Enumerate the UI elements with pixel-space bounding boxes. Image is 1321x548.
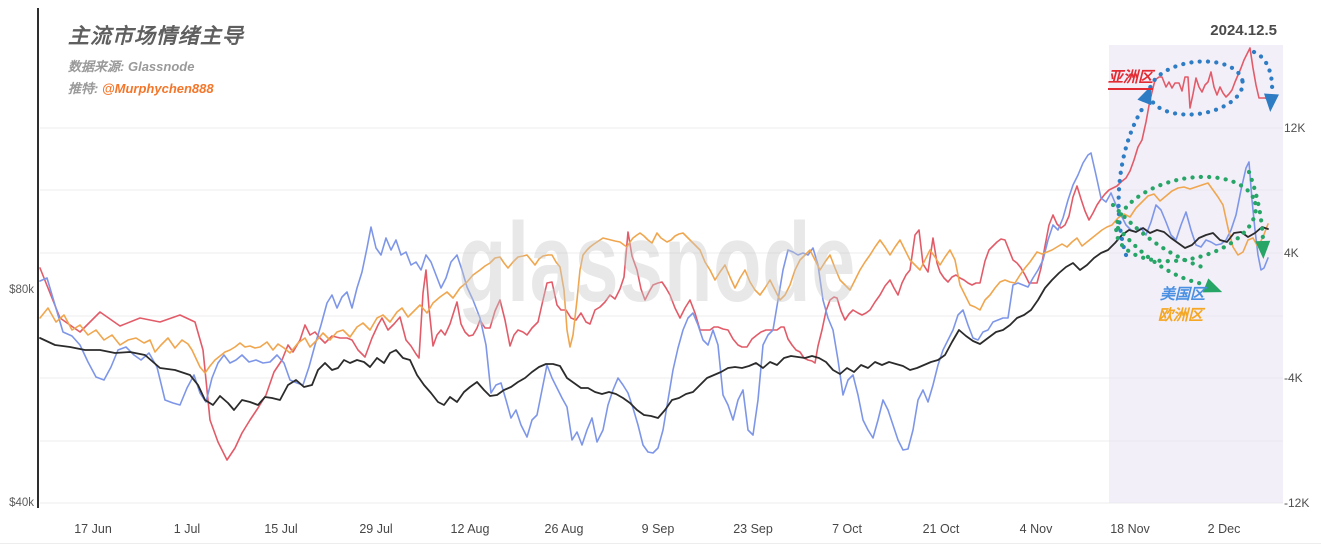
page-title: 主流市场情绪主导 [68,25,244,48]
series-亚洲区 (Asia) [39,47,1269,461]
line-series [39,47,1269,461]
series-欧洲区 (Europe) [39,182,1269,374]
twitter-label: 推特: [68,81,99,96]
series-美国区 (US) [39,152,1269,454]
left-axis-line [37,8,39,508]
data-source-line: 数据来源: Glassnode [68,56,194,75]
highlight-band [1109,45,1283,503]
x-axis-tick: 26 Aug [544,522,584,536]
arrow-down-right-icon [1202,278,1223,293]
left-axis-tick: $40k [9,497,34,509]
x-axis-tick: 23 Sep [733,522,773,536]
highlight-band-rect [1109,45,1283,503]
green-dotted-ellipse [1114,174,1258,264]
x-axis-tick: 15 Jul [264,522,298,536]
asia-region-label: 亚洲区 [1108,66,1154,90]
us-eu-trend-annotation [1110,169,1271,293]
x-axis-tick: 17 Jun [74,522,112,536]
left-axis-tick: $80k [9,284,34,296]
arrow-down-icon [1255,240,1271,259]
twitter-handle: @Murphychen888 [101,81,214,96]
as-of-date-label: 2024.12.5 [1210,22,1277,39]
x-axis-tick: 1 Jul [173,522,201,536]
arrow-up-icon [1137,85,1152,106]
x-axis-tick: 7 Oct [832,522,862,536]
series-价格 (price, left $ axis) [39,226,1269,419]
blue-dotted-arrow-up [1116,103,1147,258]
green-dotted-trail-lower [1115,225,1206,287]
data-source-value: Glassnode [127,59,195,74]
green-dotted-arrow-down [1246,169,1266,243]
x-axis-tick: 2 Dec [1207,522,1241,536]
us-region-label: 美国区 [1160,286,1206,303]
x-axis-tick: 4 Nov [1019,522,1053,536]
right-axis-tick: 12K [1284,121,1306,135]
x-axis-tick: 18 Nov [1110,522,1150,536]
data-source-label: 数据来源: [68,59,125,74]
right-axis-tick: -12K [1284,496,1310,510]
glassnode-watermark: glassnode [458,200,856,325]
gridlines [40,127,1283,504]
asia-trend-annotation [1116,49,1279,258]
bottom-divider [0,543,1321,544]
x-axis-tick: 9 Sep [641,522,675,536]
twitter-line: 推特: @Murphychen888 [68,78,214,97]
green-dotted-trail-upper [1110,202,1208,271]
eu-region-label: 欧洲区 [1158,307,1204,324]
x-axis-tick: 12 Aug [450,522,490,536]
x-axis-tick: 29 Jul [359,522,393,536]
arrow-down-icon [1264,93,1279,112]
right-axis-tick: 4K [1284,246,1299,260]
blue-dotted-arrow-down [1251,49,1275,96]
x-axis-tick: 21 Oct [922,522,960,536]
right-axis-tick: -4K [1284,371,1303,385]
